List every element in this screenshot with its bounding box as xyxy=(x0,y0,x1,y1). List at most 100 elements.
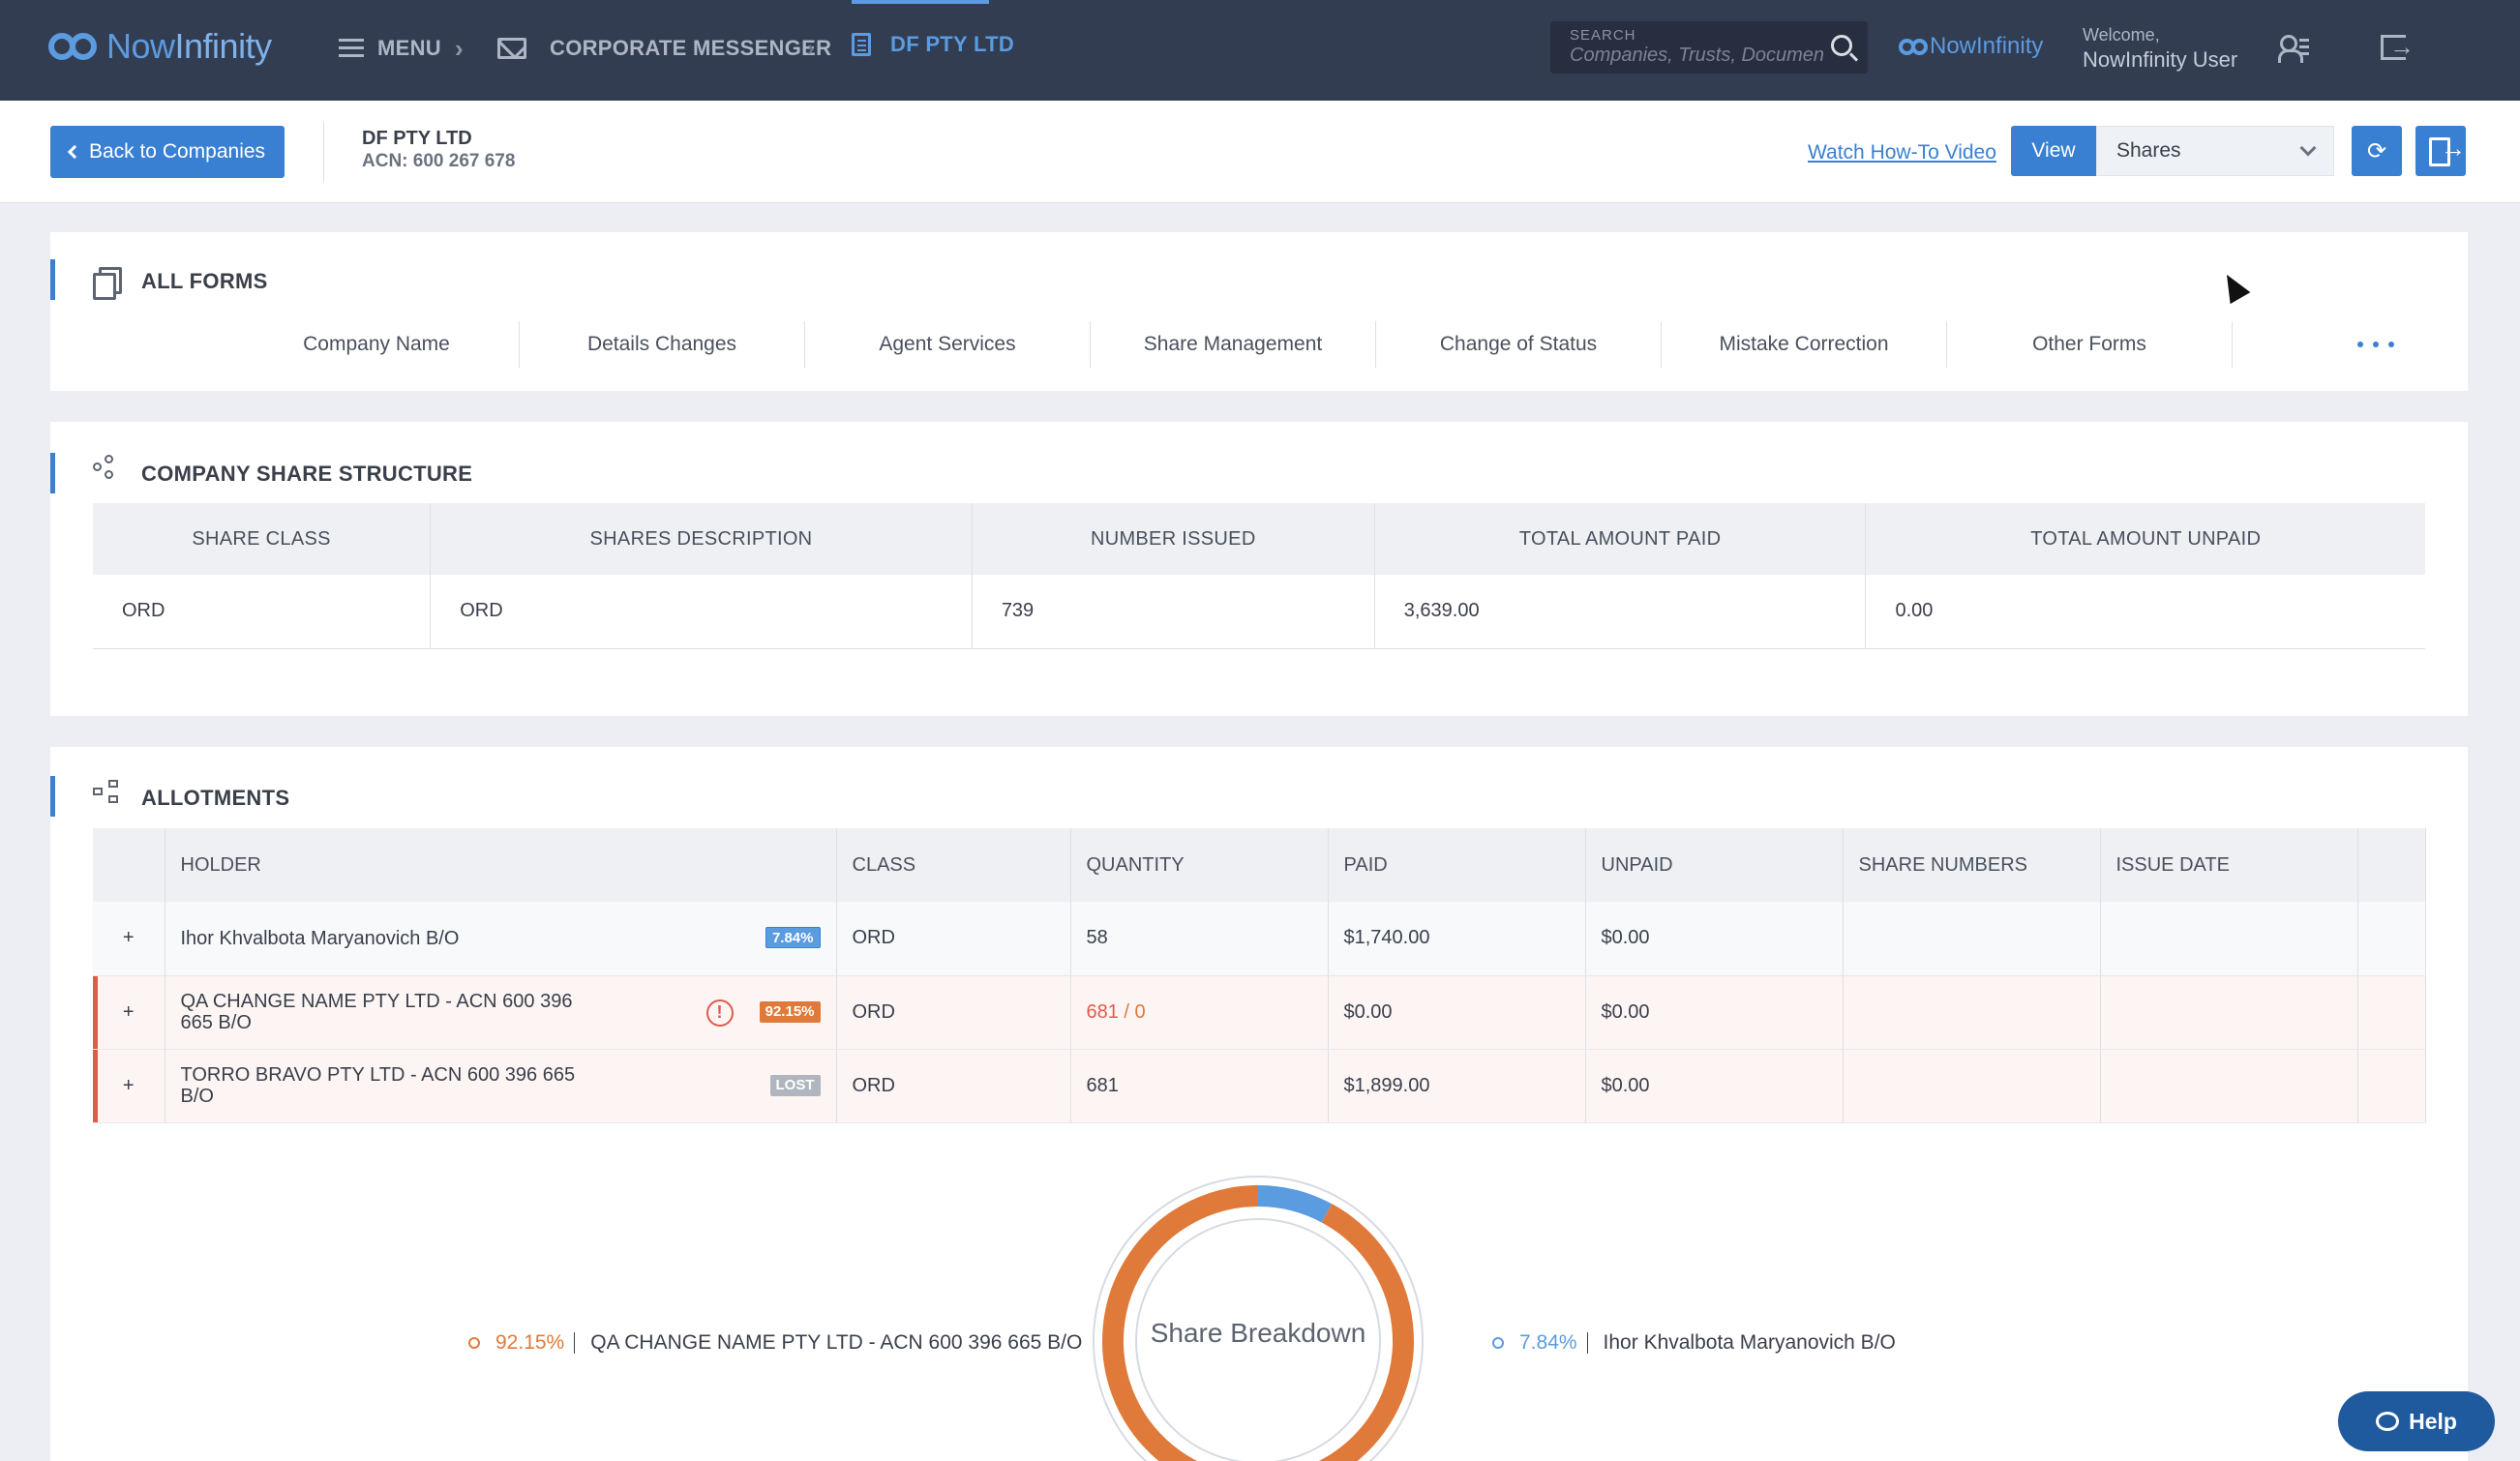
view-button[interactable]: View xyxy=(2011,126,2096,176)
table-cell xyxy=(1843,975,2101,1050)
donut-svg xyxy=(1093,1176,1424,1461)
document-icon xyxy=(852,33,871,56)
expand-row-button[interactable]: + xyxy=(93,902,165,976)
brand-label: NowInfinity xyxy=(1930,33,2044,59)
logo-mark-icon xyxy=(1899,35,1930,58)
table-cell: 3,639.00 xyxy=(1374,575,1867,649)
table-cell xyxy=(2100,1049,2358,1123)
tab-other-forms[interactable]: Other Forms xyxy=(1947,321,2233,368)
donut-outer-ring xyxy=(1093,1176,1424,1461)
table-cell xyxy=(2357,1049,2426,1123)
holder-name: TORRO BRAVO PTY LTD - ACN 600 396 665 B/… xyxy=(180,1064,576,1107)
tab-mistake-correction[interactable]: Mistake Correction xyxy=(1662,321,1947,368)
watch-howto-video-link[interactable]: Watch How-To Video xyxy=(1808,141,1996,164)
table-cell: 0.00 xyxy=(1865,575,2425,649)
breadcrumb-company[interactable]: DF PTY LTD xyxy=(852,25,1014,64)
form-tabs: Company Name Details Changes Agent Servi… xyxy=(234,321,2518,368)
nowinfinity-logo[interactable]: NowInfinity xyxy=(48,23,272,70)
column-header: ISSUE DATE xyxy=(2100,828,2358,902)
corporate-messenger-label: CORPORATE MESSENGER xyxy=(550,36,832,60)
breadcrumb-separator-icon: › xyxy=(807,36,815,60)
table-cell: $1,899.00 xyxy=(1328,1049,1586,1123)
global-search: SEARCH xyxy=(1550,21,1868,74)
search-icon[interactable] xyxy=(1831,35,1852,56)
donut-center-label: Share Breakdown xyxy=(1150,1318,1366,1348)
legend-dot-icon xyxy=(1492,1337,1504,1349)
percentage-badge: 7.84% xyxy=(765,927,821,948)
allotments-title: ALLOTMENTS xyxy=(141,786,290,810)
panel-accent xyxy=(50,259,55,300)
legend-item-qa-change[interactable]: 92.15% QA CHANGE NAME PTY LTD - ACN 600 … xyxy=(468,1331,1082,1355)
holder-cell: QA CHANGE NAME PTY LTD - ACN 600 396 665… xyxy=(165,975,837,1050)
more-dots-icon xyxy=(2372,342,2379,347)
expand-row-button[interactable]: + xyxy=(93,1049,165,1123)
donut-inner-ring xyxy=(1135,1218,1381,1461)
logo-text-infinity: Infinity xyxy=(174,26,273,66)
table-cell: ORD xyxy=(430,575,973,649)
donut-slice-1[interactable] xyxy=(1102,1185,1414,1461)
all-forms-panel: ALL FORMS Company Name Details Changes A… xyxy=(50,232,2468,391)
table-header-row: HOLDER CLASS QUANTITY PAID UNPAID SHARE … xyxy=(93,828,2426,902)
export-button[interactable] xyxy=(2415,126,2466,176)
share-icon xyxy=(93,455,116,480)
tab-details-changes[interactable]: Details Changes xyxy=(520,321,805,368)
refresh-button[interactable]: ⟳ xyxy=(2352,126,2402,176)
legend-name: Ihor Khvalbota Maryanovich B/O xyxy=(1603,1331,1896,1354)
table-cell: 58 xyxy=(1070,902,1329,976)
share-breakdown-chart: Share Breakdown xyxy=(1088,1171,1428,1461)
holder-cell: TORRO BRAVO PTY LTD - ACN 600 396 665 B/… xyxy=(165,1049,837,1123)
tab-company-name[interactable]: Company Name xyxy=(234,321,520,368)
chevron-down-icon xyxy=(2299,139,2317,157)
more-forms-button[interactable] xyxy=(2233,321,2518,368)
tab-change-of-status[interactable]: Change of Status xyxy=(1376,321,1662,368)
legend-divider xyxy=(1586,1332,1588,1354)
all-forms-title: ALL FORMS xyxy=(141,269,268,293)
table-cell xyxy=(2357,975,2426,1050)
donut-slice-0[interactable] xyxy=(1257,1185,1333,1223)
table-row: + QA CHANGE NAME PTY LTD - ACN 600 396 6… xyxy=(93,975,2426,1050)
legend-divider xyxy=(574,1332,576,1354)
table-cell: ORD xyxy=(836,902,1071,976)
tab-share-management[interactable]: Share Management xyxy=(1091,321,1376,368)
quantity-cell: 681 / 0 xyxy=(1070,975,1329,1050)
back-to-companies-button[interactable]: Back to Companies xyxy=(50,126,285,178)
legend-dot-icon xyxy=(468,1337,480,1349)
panel-accent xyxy=(50,776,55,817)
search-label: SEARCH xyxy=(1570,27,1636,44)
brand-link[interactable]: NowInfinity xyxy=(1899,33,2043,60)
expand-row-button[interactable]: + xyxy=(93,975,165,1050)
column-header: SHARE NUMBERS xyxy=(1843,828,2101,902)
user-welcome: Welcome, NowInfinity User xyxy=(2083,25,2237,73)
company-acn: ACN: 600 267 678 xyxy=(362,151,516,171)
logout-icon[interactable] xyxy=(2381,32,2415,62)
tab-agent-services[interactable]: Agent Services xyxy=(805,321,1091,368)
help-button[interactable]: Help xyxy=(2338,1391,2495,1451)
search-input[interactable] xyxy=(1570,45,1823,67)
view-select[interactable]: Shares xyxy=(2096,126,2334,176)
table-cell xyxy=(1843,1049,2101,1123)
back-label: Back to Companies xyxy=(88,140,266,163)
more-dots-icon xyxy=(2356,342,2363,347)
top-navigation: NowInfinity MENU › CORPORATE MESSENGER ›… xyxy=(0,0,2520,101)
user-name: NowInfinity User xyxy=(2083,47,2238,72)
table-cell xyxy=(1843,902,2101,976)
holder-name: Ihor Khvalbota Maryanovich B/O xyxy=(180,927,460,949)
more-dots-icon xyxy=(2387,342,2394,347)
holder-cell: Ihor Khvalbota Maryanovich B/O 7.84% xyxy=(165,902,837,976)
quantity-value: 681 xyxy=(1086,1000,1119,1023)
quantity-mismatch: / 0 xyxy=(1118,1000,1146,1023)
company-breadcrumb-label: DF PTY LTD xyxy=(890,32,1015,56)
warning-icon[interactable]: ! xyxy=(705,999,734,1027)
table-cell xyxy=(2357,902,2426,976)
table-cell: $0.00 xyxy=(1585,902,1844,976)
table-header-row: SHARE CLASS SHARES DESCRIPTION NUMBER IS… xyxy=(93,503,2425,575)
company-header: Back to Companies DF PTY LTD ACN: 600 26… xyxy=(0,101,2520,203)
menu-button[interactable]: MENU xyxy=(339,29,441,68)
breadcrumb-corporate-messenger[interactable]: CORPORATE MESSENGER xyxy=(497,29,831,68)
table-cell: ORD xyxy=(836,975,1071,1050)
legend-item-ihor[interactable]: 7.84% Ihor Khvalbota Maryanovich B/O xyxy=(1492,1331,1896,1355)
table-cell: ORD xyxy=(93,575,432,649)
user-settings-icon[interactable] xyxy=(2278,35,2309,63)
column-header: SHARE CLASS xyxy=(93,503,432,575)
table-cell: $0.00 xyxy=(1585,1049,1844,1123)
